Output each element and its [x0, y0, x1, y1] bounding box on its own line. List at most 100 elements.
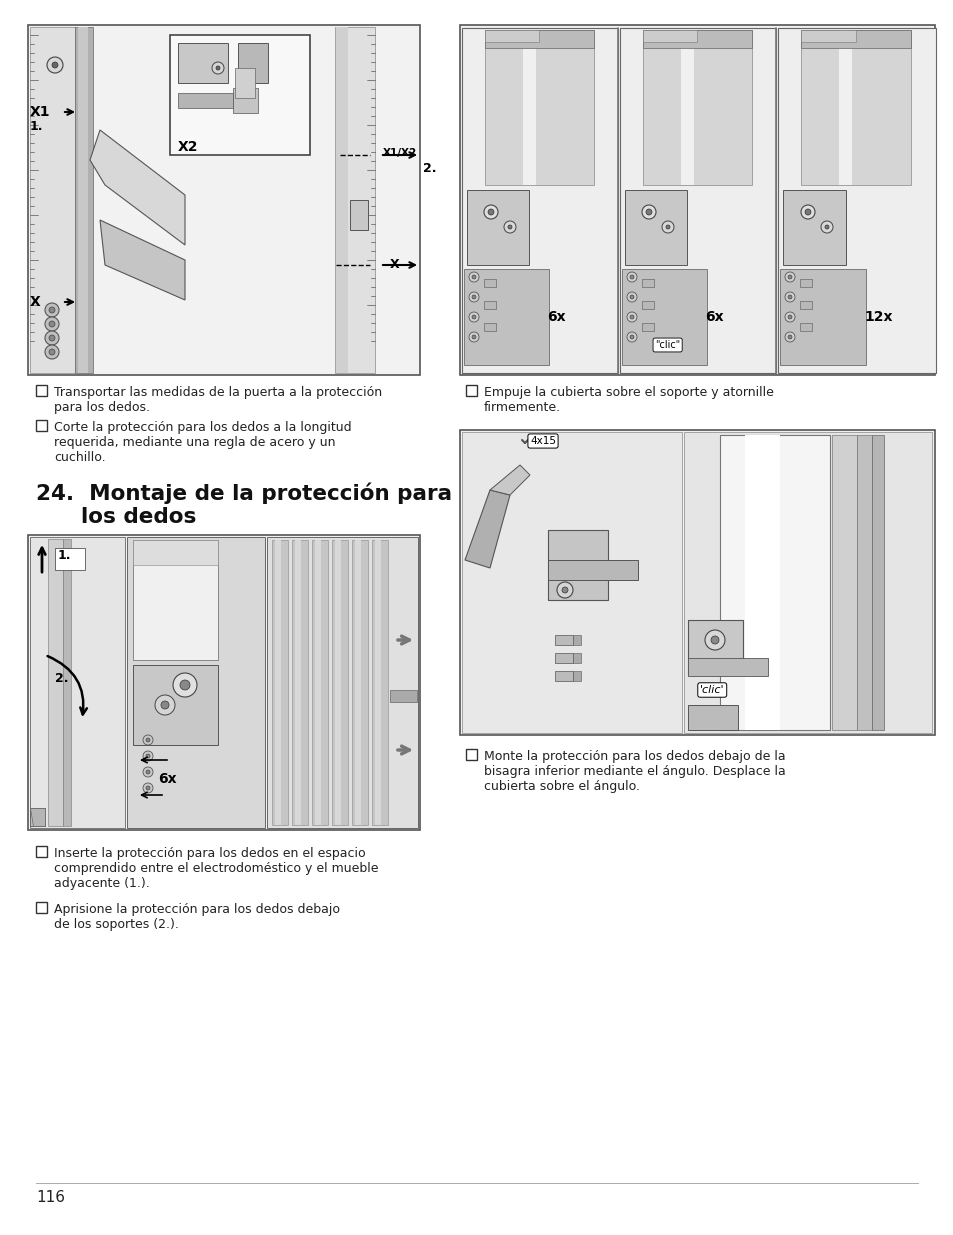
Bar [30, 808, 45, 826]
Circle shape [469, 272, 478, 282]
Bar [555, 653, 573, 663]
Bar [619, 28, 775, 373]
Bar [800, 301, 811, 309]
Bar [483, 324, 496, 331]
Bar [237, 43, 268, 83]
Bar [233, 88, 257, 112]
Circle shape [824, 225, 828, 228]
Circle shape [488, 209, 494, 215]
Circle shape [626, 332, 637, 342]
Circle shape [143, 735, 152, 745]
Bar [484, 30, 594, 48]
Circle shape [45, 331, 59, 345]
Polygon shape [30, 808, 45, 826]
Circle shape [146, 785, 150, 790]
Text: X: X [30, 295, 41, 309]
Bar [642, 30, 751, 48]
Bar [335, 540, 340, 825]
Text: 24.  Montaje de la protección para: 24. Montaje de la protección para [36, 483, 452, 505]
Circle shape [641, 205, 656, 219]
Text: 6x: 6x [704, 310, 723, 324]
Bar [332, 540, 348, 825]
Bar [800, 324, 811, 331]
Bar [555, 635, 573, 645]
Bar [170, 35, 310, 156]
Circle shape [629, 275, 634, 279]
Bar [36, 902, 47, 913]
Bar [463, 269, 548, 366]
Bar [483, 301, 496, 309]
Circle shape [784, 291, 794, 303]
Text: X1: X1 [30, 105, 51, 119]
Circle shape [172, 673, 196, 697]
Circle shape [472, 315, 476, 319]
Bar [744, 435, 780, 730]
Bar [547, 530, 607, 600]
Circle shape [626, 312, 637, 322]
Bar [390, 690, 416, 701]
Bar [687, 620, 742, 676]
Circle shape [472, 295, 476, 299]
Circle shape [45, 303, 59, 317]
Bar [36, 846, 47, 857]
Circle shape [469, 291, 478, 303]
Bar [459, 430, 934, 735]
Text: Aprisione la protección para los dedos debajo
de los soportes (2.).: Aprisione la protección para los dedos d… [54, 903, 339, 931]
Text: Transportar las medidas de la puerta a la protección
para los dedos.: Transportar las medidas de la puerta a l… [54, 387, 382, 414]
Bar [856, 435, 871, 730]
Bar [132, 540, 218, 659]
Circle shape [787, 275, 791, 279]
Bar [573, 671, 580, 680]
Text: 1.: 1. [30, 120, 44, 133]
Text: 6x: 6x [546, 310, 565, 324]
Text: X: X [390, 258, 399, 270]
Circle shape [804, 209, 810, 215]
Bar [335, 27, 375, 373]
Bar [461, 28, 618, 373]
Circle shape [784, 332, 794, 342]
Bar [30, 537, 125, 827]
Bar [801, 30, 910, 48]
Polygon shape [100, 220, 185, 300]
Circle shape [215, 65, 220, 70]
Circle shape [557, 582, 573, 598]
Circle shape [626, 291, 637, 303]
Bar [350, 200, 368, 230]
Text: Empuje la cubierta sobre el soporte y atornille
firmemente.: Empuje la cubierta sobre el soporte y at… [483, 387, 773, 414]
Text: 2.: 2. [55, 672, 69, 685]
Bar [555, 671, 573, 680]
Bar [680, 30, 693, 185]
Circle shape [143, 783, 152, 793]
Circle shape [507, 225, 512, 228]
Bar [267, 537, 417, 827]
Text: 116: 116 [36, 1191, 65, 1205]
Circle shape [154, 695, 174, 715]
Circle shape [45, 317, 59, 331]
Circle shape [212, 62, 224, 74]
Circle shape [49, 335, 55, 341]
Bar [36, 420, 47, 431]
Text: 'clic': 'clic' [700, 685, 723, 695]
Circle shape [629, 315, 634, 319]
Circle shape [629, 295, 634, 299]
Bar [573, 635, 580, 645]
Circle shape [561, 587, 567, 593]
Circle shape [645, 209, 651, 215]
Bar [55, 548, 85, 571]
Circle shape [472, 275, 476, 279]
Circle shape [146, 739, 150, 742]
Bar [467, 190, 529, 266]
Circle shape [821, 221, 832, 233]
Circle shape [629, 335, 634, 338]
Text: 1.: 1. [58, 550, 71, 562]
Bar [78, 27, 88, 373]
Circle shape [626, 272, 637, 282]
Bar [335, 27, 348, 373]
Bar [352, 540, 368, 825]
Circle shape [472, 335, 476, 338]
Circle shape [503, 221, 516, 233]
Circle shape [787, 315, 791, 319]
Polygon shape [464, 490, 510, 568]
Circle shape [469, 312, 478, 322]
Circle shape [704, 630, 724, 650]
